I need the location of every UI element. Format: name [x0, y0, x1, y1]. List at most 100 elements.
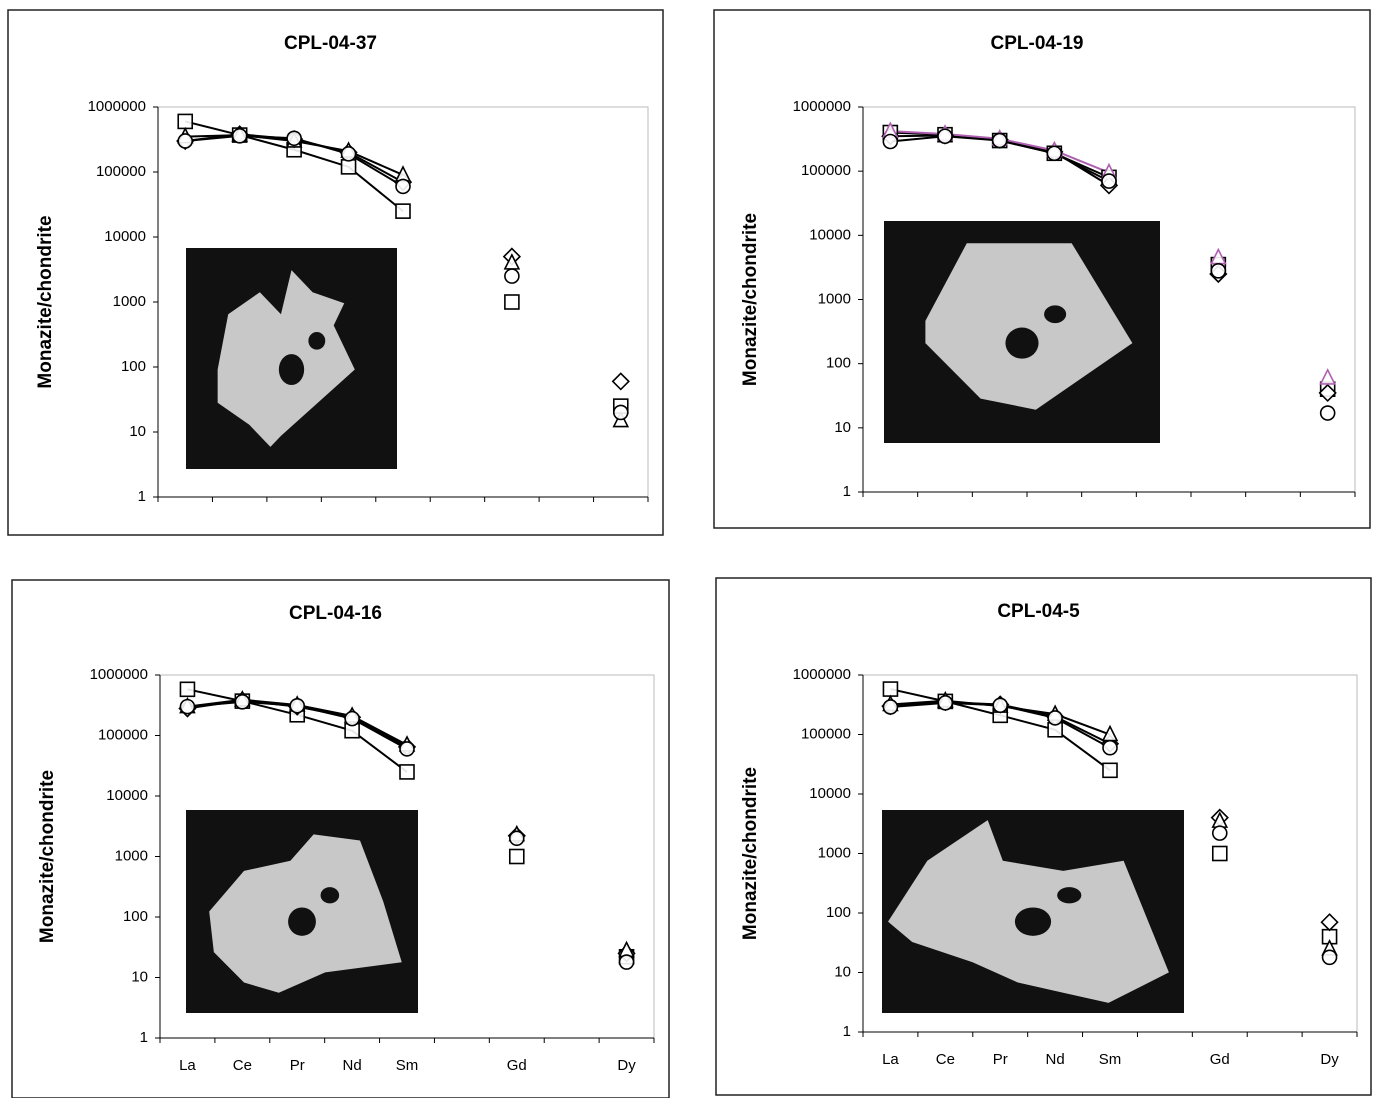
y-tick-label: 1000: [113, 293, 146, 310]
y-tick-label: 1000000: [88, 98, 146, 115]
y-tick-label: 1: [140, 1029, 148, 1046]
data-point: [396, 179, 410, 193]
inset-hole: [1044, 305, 1066, 323]
data-point: [1103, 763, 1117, 777]
chart-title: CPL-04-19: [991, 33, 1084, 54]
inset-hole: [279, 354, 304, 385]
y-tick-label: 100000: [801, 162, 851, 179]
data-point: [287, 131, 301, 145]
data-point: [180, 682, 194, 696]
y-tick-label: 100: [826, 355, 851, 372]
y-axis-label: Monazite/chondrite: [37, 770, 58, 943]
data-point: [1048, 711, 1062, 725]
chart-title: CPL-04-5: [997, 601, 1080, 622]
x-tick-label: Pr: [993, 1051, 1008, 1068]
y-tick-label: 1000: [818, 290, 851, 307]
figure: CPL-04-37 Monazite/chondrite 1 10 100 1000 100…: [0, 0, 1376, 1098]
y-tick-label: 1: [138, 488, 146, 505]
data-point: [233, 129, 247, 143]
data-point: [342, 160, 356, 174]
data-point: [505, 295, 519, 309]
data-point: [1103, 741, 1117, 755]
y-tick-label: 10: [834, 963, 851, 980]
inset-hole: [1005, 328, 1038, 359]
y-tick-label: 1000: [818, 844, 851, 861]
data-point: [614, 405, 628, 419]
data-point: [235, 695, 249, 709]
y-tick-label: 1000: [115, 847, 148, 864]
chart-title: CPL-04-16: [289, 603, 382, 624]
data-point: [345, 712, 359, 726]
inset-hole: [1057, 887, 1081, 903]
x-tick-label: Gd: [1210, 1051, 1230, 1068]
data-point: [1323, 950, 1337, 964]
data-point: [510, 850, 524, 864]
x-tick-label: Nd: [343, 1057, 362, 1074]
data-point: [400, 742, 414, 756]
y-tick-label: 10: [131, 968, 148, 985]
x-tick-label: Ce: [233, 1057, 252, 1074]
data-point: [620, 955, 634, 969]
data-point: [938, 696, 952, 710]
inset-hole: [308, 332, 325, 350]
y-tick-label: 1000000: [793, 666, 851, 683]
chart-title: CPL-04-37: [284, 33, 377, 54]
data-point: [993, 698, 1007, 712]
x-tick-label: Dy: [1320, 1051, 1339, 1068]
data-point: [510, 831, 524, 845]
y-axis-label: Monazite/chondrite: [740, 767, 761, 940]
inset-hole: [1015, 907, 1051, 935]
data-point: [178, 114, 192, 128]
data-point: [883, 700, 897, 714]
data-point: [180, 700, 194, 714]
y-tick-label: 100: [121, 358, 146, 375]
inset-hole: [288, 907, 316, 935]
chart-panel: CPL-04-19 Monazite/chondrite 1 10 100 1000 100…: [714, 10, 1370, 528]
x-tick-label: Gd: [507, 1057, 527, 1074]
y-tick-label: 10000: [104, 228, 146, 245]
x-tick-label: Nd: [1046, 1051, 1065, 1068]
y-tick-label: 1000000: [90, 666, 148, 683]
y-tick-label: 10: [834, 419, 851, 436]
y-tick-label: 10000: [106, 787, 148, 804]
data-point: [178, 134, 192, 148]
data-point: [1321, 406, 1335, 420]
data-point: [1047, 146, 1061, 160]
chart-panel: CPL-04-37Monazite/chondrite1101001000100…: [8, 10, 663, 535]
x-tick-label: Sm: [396, 1057, 419, 1074]
data-point: [1213, 826, 1227, 840]
y-tick-label: 100: [826, 904, 851, 921]
y-tick-label: 1000000: [793, 98, 851, 115]
data-point: [1211, 264, 1225, 278]
y-axis-label: Monazite/chondrite: [740, 213, 761, 386]
y-tick-label: 100000: [801, 725, 851, 742]
x-tick-label: Ce: [936, 1051, 955, 1068]
chart-panel: CPL-04-16 Monazite/chondrite 1 10 100 1000 100…: [12, 580, 669, 1098]
y-tick-label: 10000: [809, 785, 851, 802]
data-point: [938, 129, 952, 143]
y-tick-label: 100000: [96, 163, 146, 180]
x-tick-label: Sm: [1099, 1051, 1122, 1068]
x-tick-label: Pr: [290, 1057, 305, 1074]
y-tick-label: 100000: [98, 726, 148, 743]
x-tick-label: La: [179, 1057, 196, 1074]
x-tick-label: La: [882, 1051, 899, 1068]
data-point: [396, 204, 410, 218]
data-point: [342, 147, 356, 161]
y-tick-label: 1: [843, 1023, 851, 1040]
data-point: [1102, 174, 1116, 188]
data-point: [400, 765, 414, 779]
data-point: [883, 682, 897, 696]
data-point: [993, 134, 1007, 148]
x-tick-label: Dy: [617, 1057, 636, 1074]
y-tick-label: 10000: [809, 226, 851, 243]
y-tick-label: 10: [129, 423, 146, 440]
data-point: [883, 134, 897, 148]
data-point: [505, 269, 519, 283]
y-tick-label: 1: [843, 483, 851, 500]
data-point: [1213, 847, 1227, 861]
chart-panel: CPL-04-5 Monazite/chondrite 1 10 100 1000 1000…: [716, 578, 1371, 1095]
inset-hole: [321, 887, 340, 903]
y-tick-label: 100: [123, 908, 148, 925]
data-point: [290, 699, 304, 713]
